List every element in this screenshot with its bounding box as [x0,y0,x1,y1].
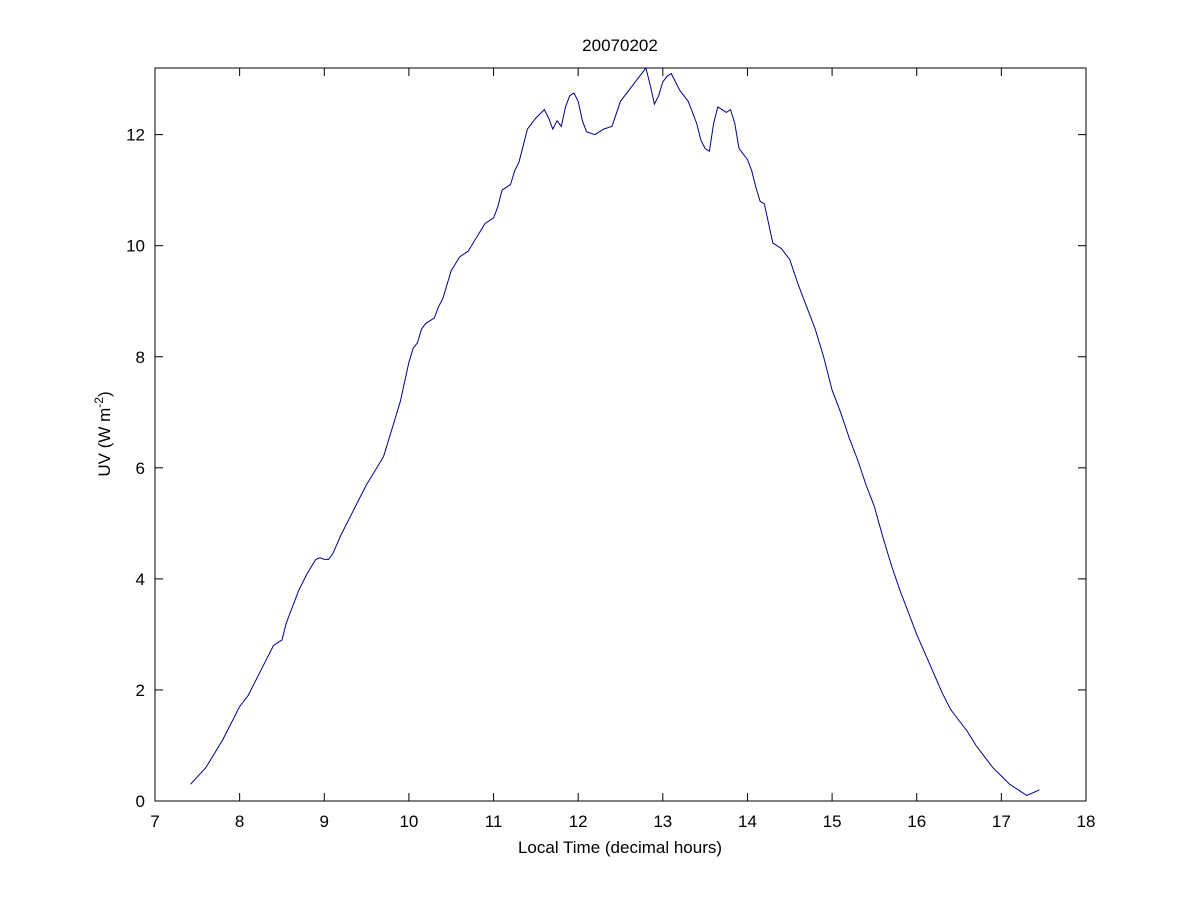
y-axis-label: UV (W m-2) [92,391,114,476]
y-axis-label-close: ) [95,391,114,397]
x-tick-label-7: 14 [738,812,757,831]
chart-title: 20070202 [582,36,658,55]
uv-series-line [190,66,1040,796]
axes-frame [154,67,1087,802]
y-tick-label-6: 12 [126,126,145,145]
x-tick-label-9: 16 [907,812,926,831]
y-axis-label-superscript: -2 [92,397,106,408]
y-axis-label-main: UV (W m [95,408,114,477]
x-tick-label-8: 15 [823,812,842,831]
x-tick-label-4: 11 [485,812,503,831]
x-tick-label-3: 10 [399,812,418,831]
plot-area: 7 8 9 10 11 12 13 14 15 16 17 18 0 2 4 6 8 10 12 [126,66,1095,831]
y-tick-label-0: 0 [136,792,145,811]
x-tick-label-2: 9 [320,812,329,831]
x-tick-label-11: 18 [1077,812,1096,831]
x-tick-label-6: 13 [653,812,672,831]
y-tick-label-5: 10 [126,237,145,256]
y-tick-label-1: 2 [136,681,145,700]
y-tick-label-3: 6 [136,459,145,478]
x-tick-label-5: 12 [569,812,588,831]
x-axis-ticks: 7 8 9 10 11 12 13 14 15 16 17 18 [150,68,1095,831]
x-tick-label-0: 7 [150,812,159,831]
x-axis-label: Local Time (decimal hours) [518,838,722,857]
y-tick-label-4: 8 [136,348,145,367]
y-tick-label-2: 4 [136,570,145,589]
x-tick-label-1: 8 [235,812,244,831]
x-tick-label-10: 17 [992,812,1011,831]
y-axis-ticks: 0 2 4 6 8 10 12 [126,126,1086,811]
